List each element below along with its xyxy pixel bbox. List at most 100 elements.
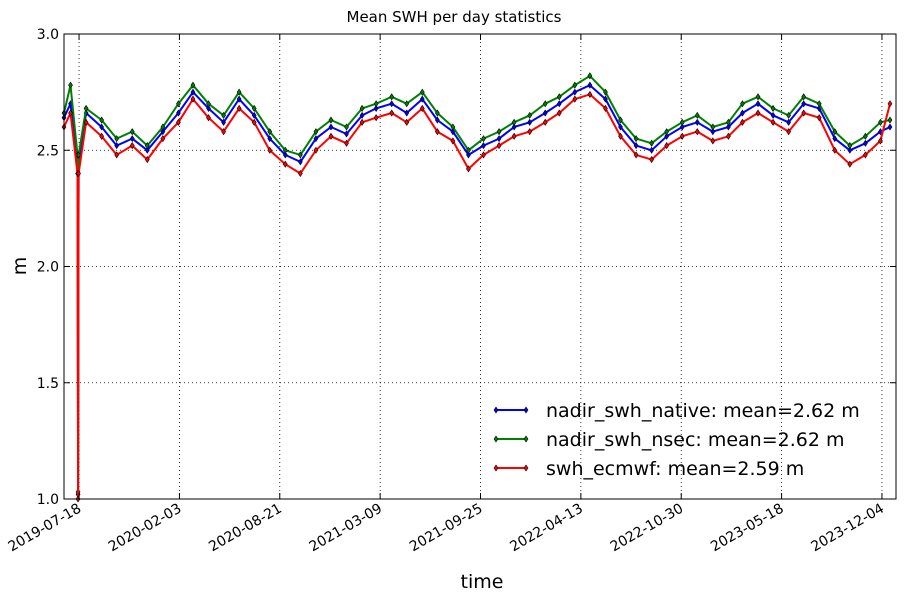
series-point xyxy=(344,139,349,147)
legend: nadir_swh_native: mean=2.62 m nadir_swh_n… xyxy=(493,400,860,480)
series-point xyxy=(221,111,226,119)
y-tick-label: 3.0 xyxy=(37,27,59,43)
series-point xyxy=(481,135,486,143)
series-point xyxy=(511,118,517,126)
series-point xyxy=(236,88,242,96)
y-tick-label: 1.0 xyxy=(37,492,59,508)
series-point xyxy=(404,109,410,117)
series-point xyxy=(572,81,578,89)
series-point xyxy=(496,135,502,143)
series-point xyxy=(496,142,502,150)
series-point xyxy=(190,95,196,103)
series-point xyxy=(679,118,685,126)
series-point xyxy=(297,169,303,178)
series-point xyxy=(755,93,761,101)
legend-marker xyxy=(523,406,529,414)
series-point xyxy=(389,109,395,117)
series-point xyxy=(373,114,379,122)
series-point xyxy=(83,118,89,126)
series-point xyxy=(863,139,868,147)
series-point xyxy=(832,135,838,143)
series-point xyxy=(129,128,135,136)
y-tick-label: 2.0 xyxy=(37,260,59,276)
legend-marker xyxy=(523,464,529,472)
series-point xyxy=(176,118,181,126)
series-point xyxy=(68,81,73,89)
series-point xyxy=(649,139,654,147)
series-point xyxy=(190,81,196,89)
series-point xyxy=(114,151,120,159)
series-point xyxy=(313,135,319,143)
series-point xyxy=(587,81,593,89)
series-point xyxy=(511,123,517,131)
series-point xyxy=(542,109,548,117)
series-point xyxy=(114,135,120,143)
legend-marker xyxy=(493,435,499,443)
y-tick-label: 2.5 xyxy=(37,143,59,159)
series-point xyxy=(710,137,716,145)
series-0 xyxy=(61,81,893,498)
series-point xyxy=(887,100,893,108)
series-point xyxy=(373,100,379,108)
series-point xyxy=(481,142,486,150)
series-point xyxy=(847,160,853,168)
legend-label: swh_ecmwf: mean=2.59 m xyxy=(546,458,804,480)
series-point xyxy=(603,95,608,103)
series-point xyxy=(710,123,716,131)
series-point xyxy=(496,128,502,136)
series-point xyxy=(664,142,670,150)
series-point xyxy=(434,116,440,124)
series-point xyxy=(740,100,745,108)
series-point xyxy=(99,116,104,124)
series-point xyxy=(786,111,791,119)
series-point xyxy=(649,156,654,164)
series-point xyxy=(603,104,608,112)
series-point xyxy=(832,128,838,136)
series-point xyxy=(68,109,73,117)
series-point xyxy=(481,151,486,159)
series-point xyxy=(328,132,334,140)
series-2 xyxy=(61,90,893,503)
series-point xyxy=(419,88,425,96)
series-point xyxy=(76,169,81,178)
series-point xyxy=(770,118,776,126)
series-point xyxy=(190,88,196,96)
series-point xyxy=(404,118,410,126)
series-point xyxy=(726,123,731,131)
series-point xyxy=(373,104,379,112)
series-point xyxy=(251,118,257,126)
series-point xyxy=(450,123,456,131)
series-point xyxy=(221,128,226,136)
legend-marker xyxy=(493,406,499,414)
series-point xyxy=(282,160,288,168)
series-point xyxy=(328,123,334,131)
series-point xyxy=(878,118,883,126)
series-point xyxy=(389,100,395,108)
y-axis-label: m xyxy=(9,257,31,276)
series-point xyxy=(887,116,893,124)
series-point xyxy=(434,128,440,136)
series-point xyxy=(527,128,533,136)
series-point xyxy=(344,123,349,131)
y-axis: 1.0 1.5 2.0 2.5 3.0 xyxy=(37,27,896,508)
series-point xyxy=(297,158,303,166)
series-point xyxy=(160,128,166,136)
series-point xyxy=(176,109,181,117)
series-point xyxy=(144,156,150,164)
series-point xyxy=(633,151,639,159)
series-point xyxy=(144,146,150,154)
series-point xyxy=(267,146,273,154)
series-point xyxy=(313,146,319,154)
series-point xyxy=(816,100,822,108)
series-point xyxy=(466,165,471,173)
series-point xyxy=(770,104,776,112)
series-point xyxy=(618,132,623,140)
series-point xyxy=(221,118,226,126)
series-point xyxy=(419,95,425,103)
series-point xyxy=(801,93,807,101)
series-point xyxy=(511,132,517,140)
series-point xyxy=(664,128,670,136)
series-point xyxy=(618,123,623,131)
series-point xyxy=(251,111,257,119)
